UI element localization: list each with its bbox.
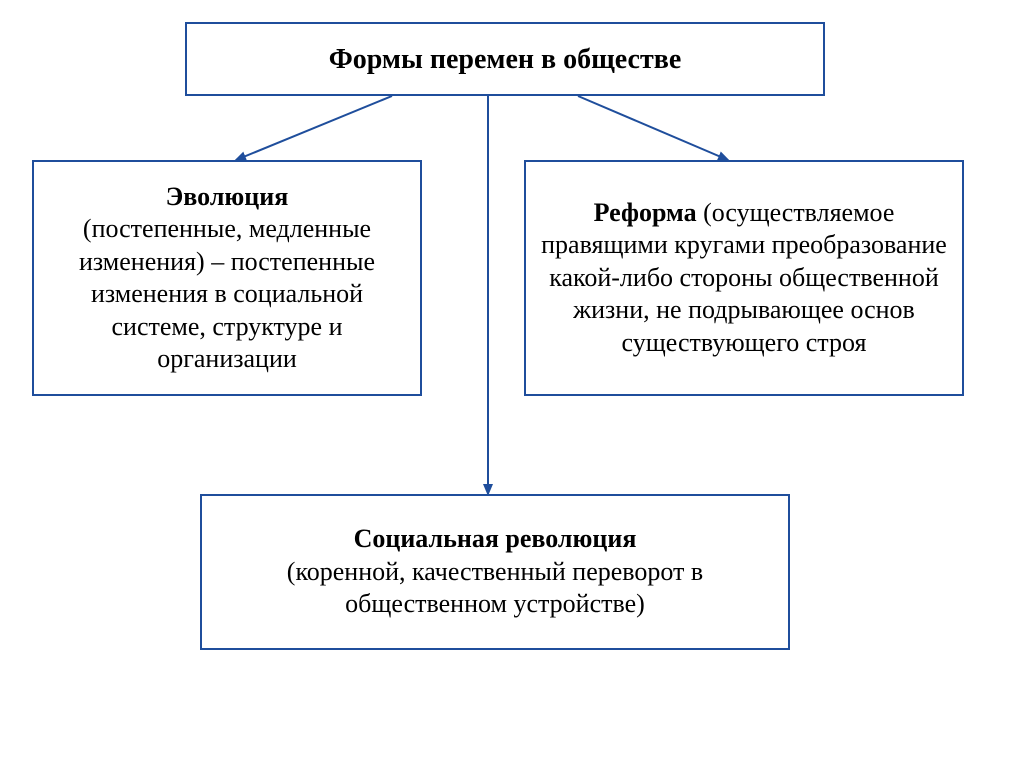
reform-body: правящими кругами преобразование какой-л… [541,230,947,357]
reform-title-rest: (осуществляемое [697,198,895,227]
evolution-body: (постепенные, медленные изменения) – пос… [79,214,375,373]
reform-content: Реформа (осуществляемое правящими кругам… [538,197,950,360]
root-box: Формы перемен в обществе [185,22,825,96]
evolution-box: Эволюция (постепенные, медленные изменен… [32,160,422,396]
root-title: Формы перемен в обществе [329,42,682,77]
edge-root-to-evolution [236,96,392,160]
reform-title-prefix: Реформа [594,198,697,227]
reform-box: Реформа (осуществляемое правящими кругам… [524,160,964,396]
revolution-box: Социальная революция (коренной, качестве… [200,494,790,650]
revolution-content: Социальная революция (коренной, качестве… [214,523,776,621]
evolution-content: Эволюция (постепенные, медленные изменен… [46,181,408,376]
edge-root-to-reform [578,96,728,160]
revolution-body: (коренной, качественный переворот в обще… [287,557,703,619]
evolution-title: Эволюция [166,182,289,211]
revolution-title: Социальная революция [354,524,637,553]
